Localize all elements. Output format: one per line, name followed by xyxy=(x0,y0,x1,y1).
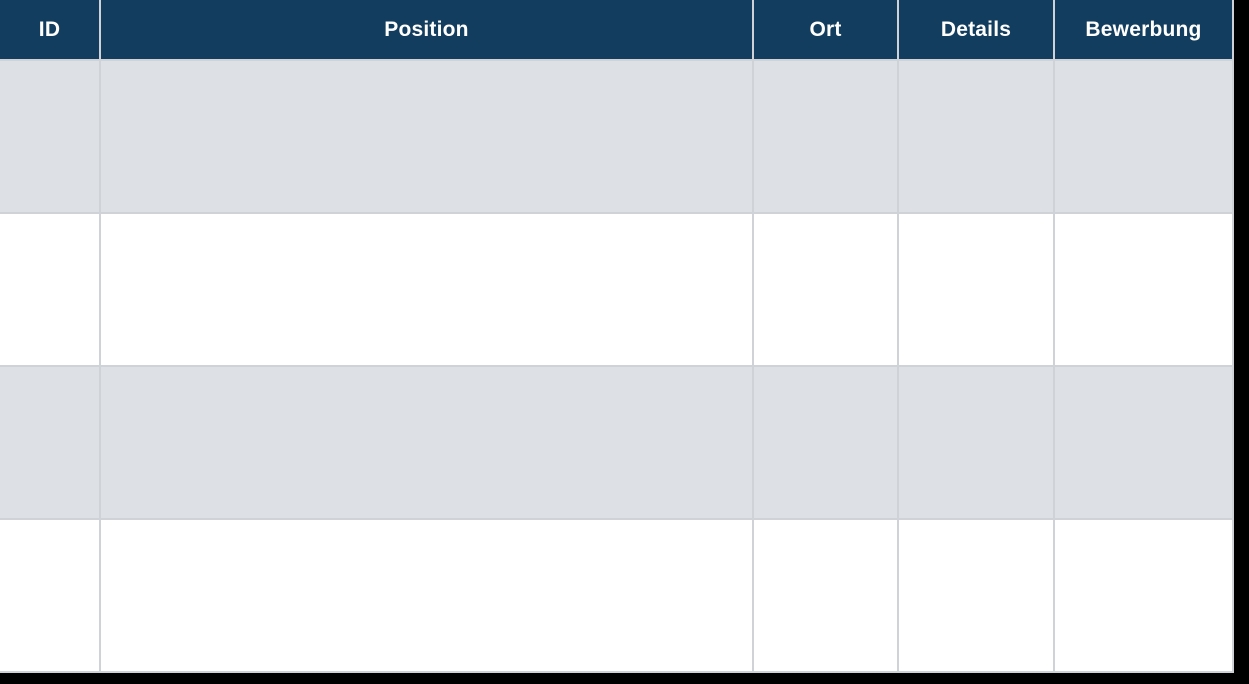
table-cell xyxy=(0,365,101,520)
column-header-ort: Ort xyxy=(752,0,899,61)
table-cell xyxy=(1053,518,1234,673)
column-header-details: Details xyxy=(897,0,1055,61)
table-cell xyxy=(752,212,899,367)
table-cell xyxy=(897,518,1055,673)
header-row: ID Position Ort Details Bewerbung xyxy=(0,0,1234,61)
table-cell xyxy=(1053,212,1234,367)
table-header: ID Position Ort Details Bewerbung xyxy=(0,0,1234,61)
table-cell xyxy=(897,365,1055,520)
table-cell xyxy=(0,212,101,367)
table-cell xyxy=(99,59,754,214)
table-cell xyxy=(897,59,1055,214)
table-cell xyxy=(0,59,101,214)
table-cell xyxy=(897,212,1055,367)
table-cell xyxy=(752,518,899,673)
table-cell xyxy=(1053,365,1234,520)
table-row xyxy=(0,212,1234,367)
column-header-id: ID xyxy=(0,0,101,61)
table-body xyxy=(0,59,1234,673)
table-row xyxy=(0,59,1234,214)
table-row xyxy=(0,518,1234,673)
table-cell xyxy=(752,59,899,214)
jobs-table: ID Position Ort Details Bewerbung xyxy=(0,0,1234,673)
table-cell xyxy=(0,518,101,673)
column-header-bewerbung: Bewerbung xyxy=(1053,0,1234,61)
table-cell xyxy=(99,518,754,673)
table-cell xyxy=(99,212,754,367)
table-cell xyxy=(752,365,899,520)
table-row xyxy=(0,365,1234,520)
column-header-position: Position xyxy=(99,0,754,61)
table-cell xyxy=(1053,59,1234,214)
jobs-table-container: ID Position Ort Details Bewerbung xyxy=(0,0,1234,673)
table-cell xyxy=(99,365,754,520)
